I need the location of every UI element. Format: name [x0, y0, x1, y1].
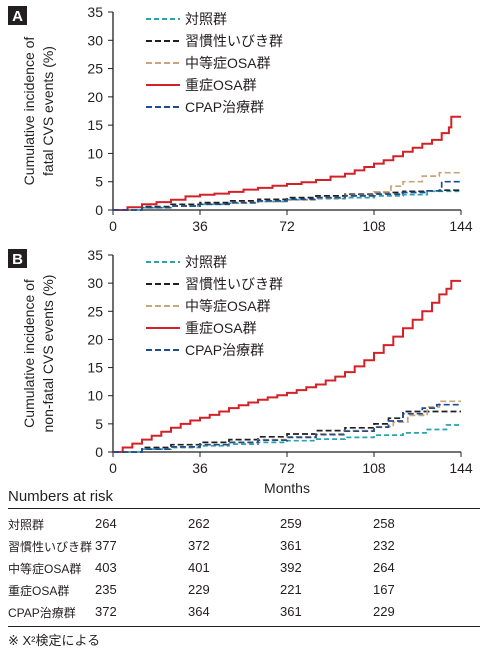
risk-table-top-rule: [8, 508, 480, 509]
panel-label-box: [8, 249, 27, 268]
risk-row-label: 習慣性いびき群: [8, 540, 93, 554]
y-tick-label: 30: [87, 275, 103, 291]
series-line: [113, 115, 461, 211]
y-axis-label: fatal CVS events (%): [40, 46, 56, 176]
y-tick-label: 15: [87, 360, 103, 376]
x-tick-label: 108: [362, 460, 386, 476]
y-axis-label: Cumulative incidence of: [21, 37, 37, 186]
series-line: [113, 180, 461, 211]
risk-value: 361: [280, 538, 302, 553]
risk-value: 372: [188, 538, 210, 553]
footnote: ※ X²検定による: [8, 633, 101, 648]
risk-value: 264: [373, 560, 395, 575]
legend-label: 中等症OSA群: [185, 298, 271, 314]
series-line: [113, 403, 461, 453]
x-tick-label: 144: [449, 460, 473, 476]
y-axis-label: non-fatal CVS events (%): [40, 275, 56, 433]
risk-value: 392: [280, 560, 302, 575]
y-tick-label: 0: [95, 202, 103, 218]
risk-value: 377: [95, 538, 117, 553]
y-tick-label: 20: [87, 89, 103, 105]
risk-value: 264: [95, 516, 117, 531]
panel-label: B: [12, 251, 23, 268]
risk-value: 229: [373, 604, 395, 619]
legend-label: 重症OSA群: [185, 320, 257, 336]
y-tick-label: 35: [87, 247, 103, 263]
risk-value: 258: [373, 516, 395, 531]
legend-label: 習慣性いびき群: [185, 276, 283, 292]
y-tick-label: 35: [87, 4, 103, 20]
legend-label: 習慣性いびき群: [185, 33, 283, 49]
legend-label: 対照群: [185, 11, 227, 27]
risk-value: 372: [95, 604, 117, 619]
legend-label: 中等症OSA群: [185, 55, 271, 71]
y-axis-label: Cumulative incidence of: [21, 279, 37, 428]
x-axis-label: Months: [264, 480, 310, 496]
y-tick-label: 20: [87, 331, 103, 347]
x-tick-label: 72: [279, 218, 295, 234]
risk-value: 403: [95, 560, 117, 575]
x-tick-label: 36: [192, 218, 208, 234]
y-tick-label: 15: [87, 117, 103, 133]
y-tick-label: 30: [87, 32, 103, 48]
risk-value: 235: [95, 582, 117, 597]
x-tick-label: 108: [362, 218, 386, 234]
legend-label: 対照群: [185, 254, 227, 270]
risk-row-label: CPAP治療群: [8, 606, 76, 620]
x-tick-label: 36: [192, 460, 208, 476]
risk-value: 232: [373, 538, 395, 553]
risk-value: 221: [280, 582, 302, 597]
y-tick-label: 5: [95, 174, 103, 190]
panel-label: A: [12, 8, 23, 25]
risk-table-title: Numbers at risk: [8, 488, 114, 505]
y-tick-label: 10: [87, 388, 103, 404]
risk-value: 262: [188, 516, 210, 531]
risk-row-label: 対照群: [8, 518, 45, 532]
y-tick-label: 0: [95, 444, 103, 460]
legend-label: CPAP治療群: [185, 342, 264, 358]
y-tick-label: 5: [95, 416, 103, 432]
panel-label-box: [8, 6, 27, 25]
legend-label: 重症OSA群: [185, 77, 257, 93]
risk-value: 167: [373, 582, 395, 597]
y-tick-label: 25: [87, 303, 103, 319]
y-tick-label: 10: [87, 145, 103, 161]
risk-value: 401: [188, 560, 210, 575]
x-tick-label: 0: [109, 460, 117, 476]
risk-value: 364: [188, 604, 210, 619]
x-tick-label: 72: [279, 460, 295, 476]
risk-row-label: 中等症OSA群: [8, 562, 82, 576]
series-line: [113, 279, 461, 453]
risk-value: 229: [188, 582, 210, 597]
risk-value: 361: [280, 604, 302, 619]
x-tick-label: 0: [109, 218, 117, 234]
risk-row-label: 重症OSA群: [8, 584, 70, 598]
risk-table-bottom-rule: [8, 626, 480, 627]
risk-value: 259: [280, 516, 302, 531]
y-tick-label: 25: [87, 61, 103, 77]
series-line: [113, 189, 461, 211]
series-line: [113, 410, 461, 453]
legend-label: CPAP治療群: [185, 99, 264, 115]
x-tick-label: 144: [449, 218, 473, 234]
